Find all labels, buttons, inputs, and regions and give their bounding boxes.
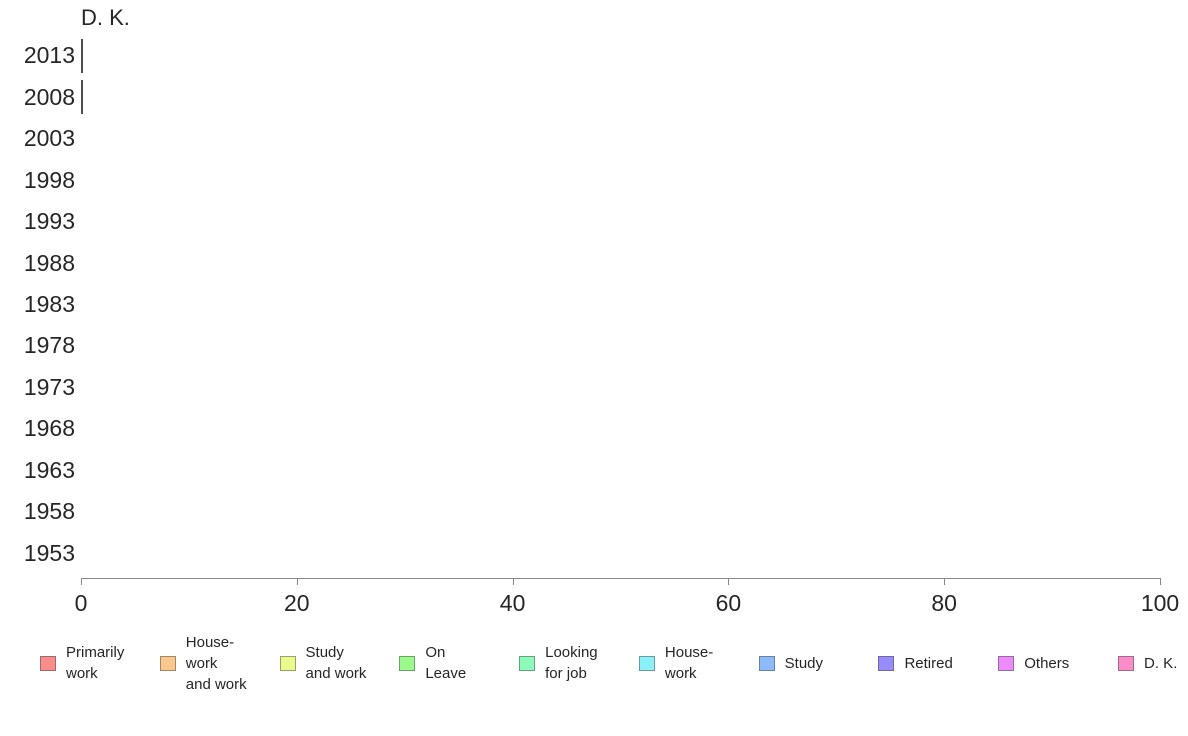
x-axis-tick-label: 40 bbox=[499, 590, 526, 616]
legend-item-label: Retired bbox=[904, 654, 953, 672]
legend-color-swatch bbox=[1118, 655, 1135, 671]
legend-item[interactable]: Primarily work bbox=[40, 630, 124, 696]
legend: Primarily work House- work and work Study … bbox=[0, 630, 1188, 702]
y-axis-label: 2008 bbox=[23, 83, 75, 110]
x-axis-line bbox=[81, 578, 1161, 579]
legend-item-label: Study and work bbox=[305, 644, 367, 682]
y-axis-label: 1988 bbox=[23, 249, 75, 276]
legend-color-swatch bbox=[638, 655, 655, 671]
legend-color-swatch bbox=[40, 655, 56, 671]
x-axis-tick bbox=[1160, 578, 1161, 585]
legend-color-swatch bbox=[279, 655, 296, 671]
y-axis-label: 1983 bbox=[23, 290, 75, 317]
legend-item[interactable]: On Leave bbox=[399, 630, 466, 696]
legend-item[interactable]: Study and work bbox=[279, 630, 367, 696]
y-axis-label: 1998 bbox=[23, 166, 75, 193]
y-axis-label: 1973 bbox=[23, 373, 75, 400]
x-axis-tick bbox=[512, 578, 514, 585]
x-axis-tick bbox=[296, 578, 298, 585]
y-axis-label: 1993 bbox=[23, 208, 75, 235]
x-axis-tick-label: 100 bbox=[1140, 590, 1180, 616]
legend-color-swatch bbox=[159, 655, 176, 671]
y-axis-label: 1978 bbox=[23, 332, 75, 359]
legend-item[interactable]: Retired bbox=[878, 630, 953, 696]
y-axis-label: 2013 bbox=[23, 42, 75, 69]
x-axis-tick-label: 60 bbox=[715, 590, 742, 616]
legend-item-label: D. K. bbox=[1144, 654, 1178, 672]
y-axis-label: 1968 bbox=[23, 415, 75, 442]
legend-item-label: House- work bbox=[664, 644, 714, 682]
x-axis-tick bbox=[944, 578, 946, 585]
legend-item-label: Study bbox=[784, 654, 824, 672]
x-axis-tick-label: 0 bbox=[74, 590, 88, 616]
legend-item[interactable]: D. K. bbox=[1118, 630, 1177, 696]
x-axis-tick bbox=[81, 578, 82, 585]
bar bbox=[81, 38, 83, 73]
legend-color-swatch bbox=[878, 655, 895, 671]
legend-item-label: Looking for job bbox=[545, 644, 598, 682]
legend-item-label: House- work and work bbox=[185, 633, 247, 693]
legend-item[interactable]: House- work and work bbox=[159, 630, 247, 696]
x-axis-tick-label: 20 bbox=[284, 590, 310, 616]
legend-color-swatch bbox=[399, 655, 416, 671]
legend-item[interactable]: Looking for job bbox=[519, 630, 598, 696]
legend-item-label: On Leave bbox=[425, 644, 467, 682]
legend-item-label: Primarily work bbox=[66, 644, 125, 682]
legend-color-swatch bbox=[758, 655, 775, 671]
chart-title: D. K. bbox=[81, 5, 130, 30]
legend-item-label: Others bbox=[1024, 654, 1070, 672]
y-axis-label: 1953 bbox=[23, 539, 75, 566]
x-axis-tick bbox=[728, 578, 730, 585]
x-axis-tick-label: 80 bbox=[931, 590, 957, 616]
y-axis-label: 1958 bbox=[23, 498, 75, 525]
legend-item[interactable]: Study bbox=[758, 630, 824, 696]
y-axis-label: 2003 bbox=[23, 125, 75, 152]
bar bbox=[81, 80, 83, 115]
y-axis-label: 1963 bbox=[23, 456, 75, 483]
legend-color-swatch bbox=[519, 655, 536, 671]
legend-item[interactable]: House- work bbox=[638, 630, 714, 696]
legend-item[interactable]: Others bbox=[998, 630, 1069, 696]
legend-color-swatch bbox=[998, 655, 1015, 671]
